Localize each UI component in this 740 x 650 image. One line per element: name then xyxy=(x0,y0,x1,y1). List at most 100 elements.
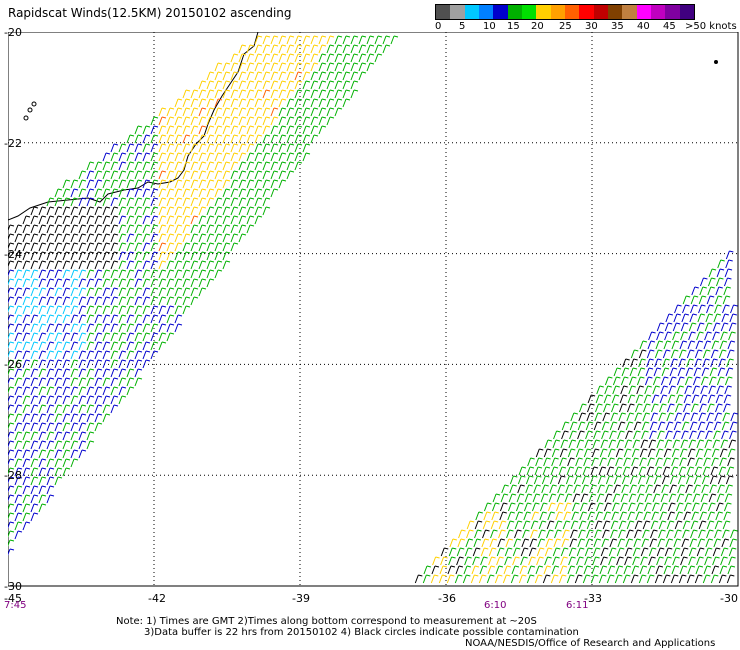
wind-barb xyxy=(142,179,151,189)
colorbar-swatch xyxy=(550,5,565,19)
wind-barb xyxy=(670,358,678,368)
wind-barb xyxy=(222,161,231,171)
wind-barb xyxy=(134,233,143,243)
wind-barb xyxy=(222,233,231,243)
wind-barb xyxy=(126,242,135,252)
wind-barb xyxy=(46,332,55,342)
wind-barb xyxy=(523,511,531,521)
wind-barb xyxy=(102,224,111,234)
wind-barb xyxy=(544,556,552,566)
wind-barb xyxy=(302,116,311,126)
wind-barb xyxy=(8,296,15,304)
note-line-1: Note: 1) Times are GMT 2)Times along bot… xyxy=(116,616,537,627)
wind-barb xyxy=(543,457,551,467)
wind-barb xyxy=(458,529,466,539)
wind-barb xyxy=(142,134,151,144)
wind-barb xyxy=(675,502,684,512)
wind-barb xyxy=(38,305,47,315)
wind-barb xyxy=(693,367,702,377)
wind-barb xyxy=(270,89,279,99)
wind-barb xyxy=(286,116,295,126)
wind-barb xyxy=(541,475,550,485)
wind-barb xyxy=(350,53,359,63)
wind-barb xyxy=(158,134,167,144)
wind-barb xyxy=(691,394,700,404)
map-frame xyxy=(8,32,739,587)
wind-barb xyxy=(22,260,31,270)
wind-barb xyxy=(8,341,15,349)
wind-barb xyxy=(30,260,39,270)
wind-barb xyxy=(561,430,569,440)
wind-barb xyxy=(214,80,223,90)
wind-barb xyxy=(730,304,738,314)
wind-barb xyxy=(637,475,646,485)
wind-barb xyxy=(46,359,55,369)
wind-barb xyxy=(246,116,255,126)
wind-barb xyxy=(310,44,319,54)
wind-barb xyxy=(318,35,327,45)
wind-barb xyxy=(707,502,716,512)
wind-barb xyxy=(22,242,31,252)
wind-barb xyxy=(509,475,518,485)
wind-barb xyxy=(523,502,532,512)
wind-barb xyxy=(671,457,679,467)
wind-barb xyxy=(22,323,31,333)
wind-barb xyxy=(102,215,111,225)
wind-barb xyxy=(270,152,279,162)
wind-barb xyxy=(716,385,724,395)
wind-barb xyxy=(70,386,79,396)
wind-barb xyxy=(728,331,736,341)
wind-barb xyxy=(294,62,303,72)
wind-barb xyxy=(706,412,714,422)
wind-barb xyxy=(606,574,615,584)
wind-barb xyxy=(712,547,721,557)
wind-barb xyxy=(142,143,151,153)
wind-barb xyxy=(134,323,143,333)
wind-barb xyxy=(62,323,71,333)
wind-barb xyxy=(687,565,696,575)
wind-barb xyxy=(685,367,694,377)
wind-barb xyxy=(633,421,642,431)
wind-barb xyxy=(14,242,23,252)
wind-barb xyxy=(708,268,717,278)
wind-barb xyxy=(709,475,718,485)
wind-barb xyxy=(54,413,63,423)
wind-barb xyxy=(86,341,95,351)
wind-barb xyxy=(110,323,119,333)
wind-barb xyxy=(62,368,71,378)
wind-barb xyxy=(150,224,159,234)
wind-barb xyxy=(134,125,143,135)
wind-barb xyxy=(54,368,63,378)
wind-barb xyxy=(254,71,263,81)
wind-barb xyxy=(551,457,559,467)
wind-barb xyxy=(222,197,231,207)
wind-barb xyxy=(110,269,119,279)
wind-barb xyxy=(126,179,135,189)
wind-barb xyxy=(682,412,690,422)
wind-barb xyxy=(599,448,608,458)
wind-barb xyxy=(22,494,31,504)
wind-barb xyxy=(286,35,295,45)
wind-barb xyxy=(94,161,103,171)
wind-barb xyxy=(206,206,215,216)
wind-barb xyxy=(86,269,95,279)
wind-barb xyxy=(708,493,717,503)
wind-barb xyxy=(54,332,63,342)
wind-barb xyxy=(722,412,730,422)
wind-barb xyxy=(222,89,231,99)
wind-barb xyxy=(270,188,279,198)
wind-barb xyxy=(246,62,255,72)
wind-barb xyxy=(30,476,39,486)
wind-barb xyxy=(222,152,231,162)
wind-barb xyxy=(222,170,231,180)
wind-barb xyxy=(580,493,589,503)
wind-barb xyxy=(158,305,167,315)
wind-barb xyxy=(246,44,255,54)
wind-barb xyxy=(630,349,639,359)
wind-barb xyxy=(222,188,231,198)
wind-barb xyxy=(54,197,63,207)
wind-barb xyxy=(719,448,728,458)
wind-barb xyxy=(643,502,652,512)
wind-barb xyxy=(30,386,39,396)
wind-barb xyxy=(14,260,23,270)
